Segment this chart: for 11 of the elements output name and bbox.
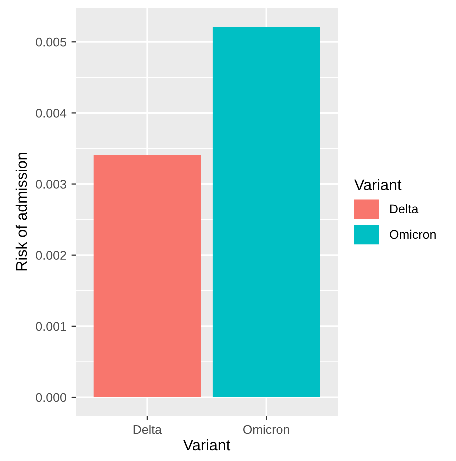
legend-label: Omicron [390, 230, 436, 240]
y-tick-label: 0.002 [36, 251, 66, 260]
legend-title: Variant [354, 179, 402, 191]
y-tick-label: 0.001 [36, 322, 66, 332]
y-tick-label: 0.003 [36, 180, 66, 189]
x-axis-title: Variant [183, 439, 231, 451]
legend-label: Delta [390, 204, 419, 214]
y-tick-label: 0.000 [36, 393, 66, 402]
y-axis-title: Risk of admission [16, 153, 28, 271]
y-tick-label: 0.005 [36, 38, 66, 47]
y-tick-label: 0.004 [36, 109, 67, 118]
